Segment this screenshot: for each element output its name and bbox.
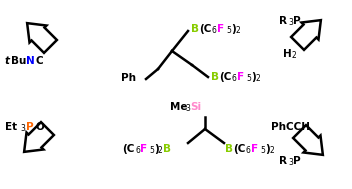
Text: (C: (C — [219, 72, 231, 82]
Text: F: F — [140, 144, 147, 154]
Text: P: P — [293, 156, 301, 166]
Text: t: t — [5, 56, 10, 66]
Text: Me: Me — [170, 102, 188, 112]
Polygon shape — [291, 20, 321, 50]
Text: B: B — [211, 72, 219, 82]
Text: 5: 5 — [260, 146, 265, 155]
Text: (C: (C — [122, 144, 134, 154]
Text: F: F — [251, 144, 258, 154]
Text: 6: 6 — [246, 146, 251, 155]
Text: 3: 3 — [288, 18, 293, 27]
Text: 3: 3 — [185, 104, 190, 113]
Text: R: R — [279, 156, 287, 166]
Text: C: C — [35, 56, 43, 66]
Text: B: B — [163, 144, 171, 154]
Text: P: P — [26, 122, 34, 132]
Text: 6: 6 — [212, 26, 217, 35]
Text: H: H — [283, 49, 292, 59]
Text: N: N — [26, 56, 35, 66]
Text: ): ) — [251, 72, 256, 82]
Text: 6: 6 — [135, 146, 140, 155]
Text: ): ) — [154, 144, 159, 154]
Text: 2: 2 — [292, 51, 297, 60]
Text: ): ) — [231, 24, 236, 34]
Text: R: R — [279, 16, 287, 26]
Text: (C: (C — [199, 24, 211, 34]
Text: (C: (C — [233, 144, 245, 154]
Text: Et: Et — [5, 122, 17, 132]
Text: P: P — [293, 16, 301, 26]
Polygon shape — [27, 23, 57, 53]
Text: 2: 2 — [269, 146, 274, 155]
Text: B: B — [191, 24, 199, 34]
Text: 2: 2 — [235, 26, 240, 35]
Text: F: F — [237, 72, 244, 82]
Text: 2: 2 — [255, 74, 260, 83]
Text: 3: 3 — [20, 124, 25, 133]
Text: B: B — [225, 144, 233, 154]
Text: 5: 5 — [246, 74, 251, 83]
Polygon shape — [24, 122, 54, 152]
Text: Bu: Bu — [11, 56, 26, 66]
Text: O: O — [35, 122, 44, 132]
Text: 5: 5 — [226, 26, 231, 35]
Text: 6: 6 — [232, 74, 237, 83]
Polygon shape — [293, 125, 323, 155]
Text: 5: 5 — [149, 146, 154, 155]
Text: 3: 3 — [288, 158, 293, 167]
Text: F: F — [217, 24, 224, 34]
Text: ): ) — [265, 144, 270, 154]
Text: 2: 2 — [158, 146, 163, 155]
Text: Si: Si — [190, 102, 201, 112]
Text: PhCCH: PhCCH — [271, 122, 310, 132]
Text: Ph: Ph — [121, 73, 136, 83]
